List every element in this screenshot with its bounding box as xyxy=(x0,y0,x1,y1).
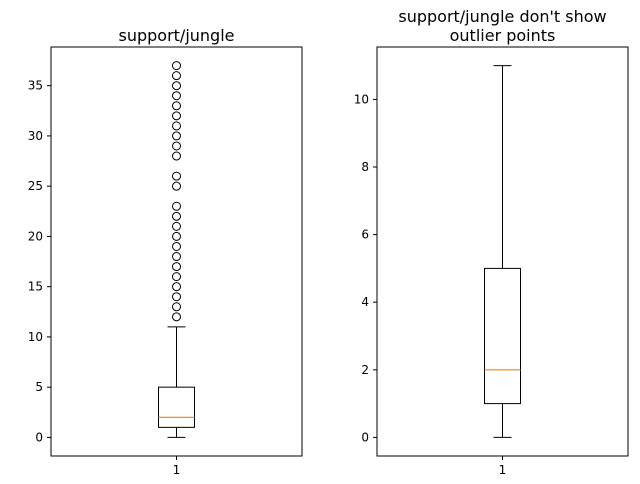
outlier-point xyxy=(172,272,181,282)
outlier-point xyxy=(172,131,181,141)
y-tick-label: 0 xyxy=(35,430,43,444)
y-tick-label: 8 xyxy=(361,160,369,174)
outlier-point xyxy=(172,241,181,251)
outlier-point xyxy=(172,111,181,121)
chart-title: outlier points xyxy=(450,26,556,45)
outlier-point xyxy=(172,141,181,151)
axes-frame xyxy=(50,46,303,457)
x-tick-label: 1 xyxy=(173,463,181,477)
outlier-point xyxy=(172,181,181,191)
y-tick-label: 15 xyxy=(28,280,43,294)
outlier-point xyxy=(172,121,181,131)
y-tick-label: 10 xyxy=(28,330,43,344)
y-tick-label: 25 xyxy=(28,179,43,193)
y-tick-label: 20 xyxy=(28,229,43,243)
outlier-point xyxy=(172,262,181,272)
chart-title: support/jungle don't show xyxy=(398,7,606,26)
outlier-point xyxy=(172,171,181,181)
outlier-point xyxy=(172,231,181,241)
y-tick-label: 35 xyxy=(28,79,43,93)
outlier-point xyxy=(172,252,181,262)
box-body xyxy=(158,386,195,428)
x-tick-label: 1 xyxy=(499,463,507,477)
outlier-point xyxy=(172,292,181,302)
chart-title: support/jungle xyxy=(119,26,235,45)
y-tick-label: 4 xyxy=(361,295,369,309)
y-tick-label: 0 xyxy=(361,430,369,444)
outlier-point xyxy=(172,101,181,111)
outlier-point xyxy=(172,81,181,91)
outlier-point xyxy=(172,201,181,211)
y-tick-label: 30 xyxy=(28,129,43,143)
outlier-point xyxy=(172,211,181,221)
box-body xyxy=(484,267,521,405)
left-boxplot-panel: support/jungle 0 5 10 15 20 25 30 35 1 xyxy=(28,26,303,477)
outlier-point xyxy=(172,282,181,292)
y-tick-label: 2 xyxy=(361,363,369,377)
y-tick-label: 10 xyxy=(354,92,369,106)
y-tick-label: 5 xyxy=(35,380,43,394)
y-tick-label: 6 xyxy=(361,228,369,242)
outlier-point xyxy=(172,221,181,231)
outlier-point xyxy=(172,61,181,71)
outlier-point xyxy=(172,151,181,161)
outlier-point xyxy=(172,71,181,81)
outlier-point xyxy=(172,312,181,322)
outlier-point xyxy=(172,302,181,312)
outlier-point xyxy=(172,91,181,101)
